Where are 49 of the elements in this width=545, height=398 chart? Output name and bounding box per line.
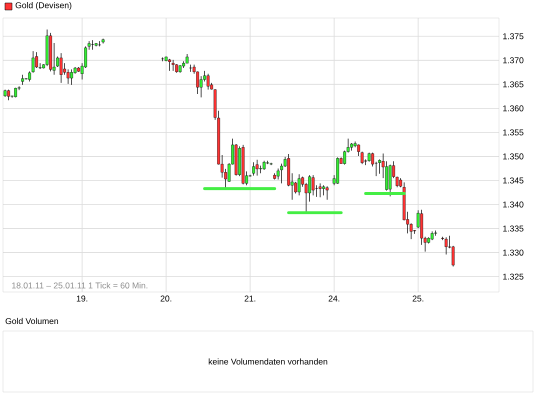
y-tick-label: 1.370 <box>503 57 524 64</box>
candlestick <box>276 168 280 180</box>
candlestick <box>371 152 374 167</box>
candlestick <box>256 159 259 176</box>
candlestick <box>60 52 63 84</box>
candlestick <box>388 164 392 197</box>
candlestick <box>262 160 266 170</box>
x-tick-label: 20. <box>160 296 172 302</box>
candlestick <box>322 184 326 196</box>
candlestick <box>70 69 74 86</box>
y-tick-label: 1.325 <box>503 274 524 280</box>
candlestick <box>21 74 24 86</box>
text: keine Volumendaten vorhanden <box>208 358 328 365</box>
candlestick <box>444 236 448 255</box>
candlestick <box>168 58 172 72</box>
y-tick-label: 1.330 <box>503 250 524 256</box>
candlestick <box>312 174 315 196</box>
candlestick <box>252 162 256 176</box>
candlestick <box>318 183 322 198</box>
x-tick-label: 21. <box>244 296 256 302</box>
y-tick-label: 1.345 <box>503 177 524 184</box>
candlestick <box>280 163 284 184</box>
candlestick <box>368 152 371 162</box>
x-tick-label: 24. <box>328 296 340 302</box>
candlestick <box>298 174 301 196</box>
candlestick <box>172 59 175 72</box>
y-tick-label: 1.335 <box>503 226 524 232</box>
y-tick-label: 1.340 <box>503 202 524 208</box>
candlestick <box>14 87 18 98</box>
candlestick <box>326 186 329 200</box>
y-tick-label: 1.365 <box>503 81 524 88</box>
candlestick <box>343 150 346 165</box>
annotation: 18.01.11 – 25.01.11 1 Tick = 60 Min. <box>12 282 148 288</box>
y-tick-label: 1.350 <box>503 153 524 160</box>
x-tick-label: 19. <box>76 296 88 302</box>
candlestick <box>399 178 402 188</box>
x-tick-label: 25. <box>412 296 424 302</box>
y-tick-label: 1.375 <box>503 33 524 40</box>
candlestick <box>360 151 364 164</box>
candlestick <box>378 158 382 174</box>
candlestick <box>7 89 10 101</box>
candlestick <box>186 54 189 64</box>
y-tick-label: 1.355 <box>503 129 524 136</box>
candlestick <box>200 76 203 98</box>
legend-label: Gold (Devisen) <box>16 2 72 10</box>
y-tick-label: 1.360 <box>503 105 524 112</box>
candlestick <box>206 73 210 90</box>
text: Gold Volumen <box>6 318 58 324</box>
candlestick <box>91 40 94 50</box>
